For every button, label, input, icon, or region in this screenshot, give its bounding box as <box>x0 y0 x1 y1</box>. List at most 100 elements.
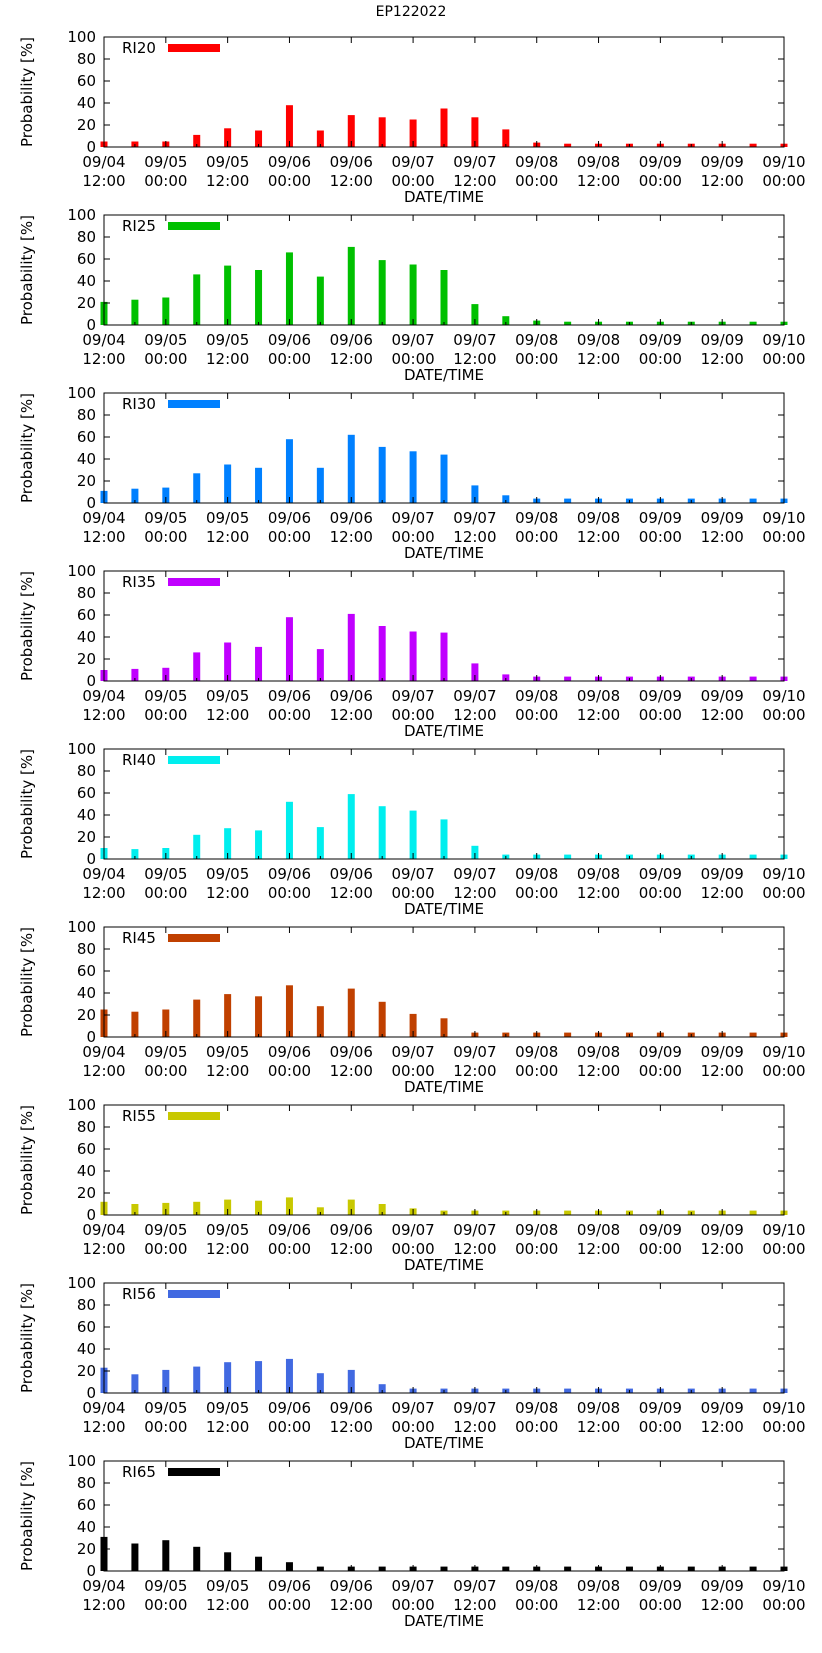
x-tick-label-date: 09/10 <box>762 1043 805 1061</box>
bar-ri55-21 <box>749 1210 757 1215</box>
x-tick-label-date: 09/05 <box>206 865 249 883</box>
x-tick-label-time: 00:00 <box>639 528 682 546</box>
x-tick-label-time: 00:00 <box>639 1418 682 1436</box>
y-tick-label: 20 <box>77 294 96 312</box>
x-tick-label-date: 09/10 <box>762 331 805 349</box>
x-tick-label-date: 09/07 <box>453 687 496 705</box>
x-tick-label-time: 12:00 <box>453 1596 496 1614</box>
y-tick-label: 100 <box>67 562 96 580</box>
y-tick-label: 0 <box>86 494 96 512</box>
y-tick-label: 20 <box>77 828 96 846</box>
x-tick-label-date: 09/09 <box>639 687 682 705</box>
bar-ri30-12 <box>471 485 479 503</box>
y-tick-label: 0 <box>86 138 96 156</box>
x-tick-label-time: 00:00 <box>391 350 434 368</box>
x-tick-label-date: 09/09 <box>639 865 682 883</box>
x-tick-label-time: 12:00 <box>701 706 744 724</box>
bar-ri20-21 <box>749 143 757 147</box>
bar-ri35-12 <box>471 663 479 681</box>
x-tick-label-date: 09/08 <box>577 509 620 527</box>
bar-ri30-10 <box>409 451 417 503</box>
x-tick-label-date: 09/06 <box>268 153 311 171</box>
x-tick-label-time: 12:00 <box>206 350 249 368</box>
x-tick-label-time: 12:00 <box>82 1596 125 1614</box>
x-tick-label-time: 00:00 <box>762 1596 805 1614</box>
bar-ri45-8 <box>347 988 355 1037</box>
x-tick-label-time: 00:00 <box>268 1240 311 1258</box>
x-tick-label-time: 00:00 <box>515 1240 558 1258</box>
x-tick-label-time: 12:00 <box>330 1596 373 1614</box>
x-tick-label-date: 09/09 <box>639 1221 682 1239</box>
chart-panel-ri65: 02040608010009/0412:0009/0500:0009/0512:… <box>18 1452 806 1630</box>
x-tick-label-time: 00:00 <box>639 1062 682 1080</box>
bar-ri25-9 <box>378 260 386 325</box>
y-tick-label: 100 <box>67 740 96 758</box>
x-tick-label-date: 09/08 <box>577 687 620 705</box>
x-tick-label-time: 00:00 <box>639 1596 682 1614</box>
chart-panel-ri25: 02040608010009/0412:0009/0500:0009/0512:… <box>18 206 806 384</box>
bar-ri56-21 <box>749 1388 757 1393</box>
y-tick-label: 100 <box>67 28 96 46</box>
y-axis-title: Probability [%] <box>18 1283 36 1393</box>
bar-ri45-9 <box>378 1001 386 1037</box>
x-tick-label-date: 09/10 <box>762 1399 805 1417</box>
bar-ri45-11 <box>440 1018 448 1037</box>
bar-ri40-11 <box>440 819 448 859</box>
x-tick-label-time: 12:00 <box>453 884 496 902</box>
bar-ri65-2 <box>162 1540 170 1571</box>
x-tick-label-date: 09/05 <box>206 687 249 705</box>
x-tick-label-time: 12:00 <box>82 1062 125 1080</box>
bar-ri45-2 <box>162 1009 170 1037</box>
bar-ri40-21 <box>749 854 757 859</box>
x-tick-label-date: 09/09 <box>639 331 682 349</box>
legend-swatch <box>168 578 220 586</box>
x-tick-label-time: 00:00 <box>639 884 682 902</box>
x-tick-label-time: 00:00 <box>268 172 311 190</box>
x-tick-label-date: 09/04 <box>82 1221 125 1239</box>
bar-ri20-3 <box>193 134 201 147</box>
x-tick-label-time: 12:00 <box>577 1596 620 1614</box>
bar-ri25-2 <box>162 297 170 325</box>
bar-ri30-2 <box>162 487 170 503</box>
bar-ri45-21 <box>749 1032 757 1037</box>
x-tick-label-time: 12:00 <box>330 528 373 546</box>
bar-ri30-6 <box>285 439 293 503</box>
x-tick-label-time: 12:00 <box>453 528 496 546</box>
bar-ri56-7 <box>316 1373 324 1393</box>
bar-ri25-10 <box>409 264 417 325</box>
bar-ri25-4 <box>224 265 232 325</box>
x-tick-label-date: 09/10 <box>762 865 805 883</box>
bar-ri30-5 <box>255 467 263 503</box>
legend-label: RI25 <box>122 217 156 235</box>
bar-ri30-3 <box>193 473 201 503</box>
x-tick-label-date: 09/08 <box>515 1399 558 1417</box>
x-tick-label-time: 12:00 <box>82 706 125 724</box>
bar-ri65-4 <box>224 1552 232 1571</box>
x-tick-label-date: 09/09 <box>639 509 682 527</box>
x-tick-label-time: 00:00 <box>144 1062 187 1080</box>
x-tick-label-date: 09/04 <box>82 331 125 349</box>
bar-ri40-8 <box>347 794 355 859</box>
x-tick-label-time: 12:00 <box>82 1418 125 1436</box>
x-tick-label-date: 09/05 <box>144 1577 187 1595</box>
bar-ri45-3 <box>193 999 201 1037</box>
bar-ri30-4 <box>224 464 232 503</box>
x-tick-label-date: 09/10 <box>762 687 805 705</box>
x-tick-label-time: 12:00 <box>453 172 496 190</box>
bar-ri20-13 <box>502 129 510 147</box>
x-tick-label-time: 12:00 <box>330 1418 373 1436</box>
x-tick-label-date: 09/06 <box>268 1399 311 1417</box>
legend-label: RI20 <box>122 39 156 57</box>
x-tick-label-time: 00:00 <box>144 172 187 190</box>
bar-ri55-3 <box>193 1201 201 1215</box>
x-tick-label-date: 09/06 <box>330 1043 373 1061</box>
x-tick-label-date: 09/06 <box>330 1399 373 1417</box>
bar-ri45-10 <box>409 1013 417 1037</box>
x-tick-label-date: 09/09 <box>701 331 744 349</box>
x-tick-label-date: 09/06 <box>330 865 373 883</box>
x-tick-label-time: 12:00 <box>577 1418 620 1436</box>
legend-label: RI40 <box>122 751 156 769</box>
y-axis-title: Probability [%] <box>18 927 36 1037</box>
x-tick-label-time: 12:00 <box>82 1240 125 1258</box>
